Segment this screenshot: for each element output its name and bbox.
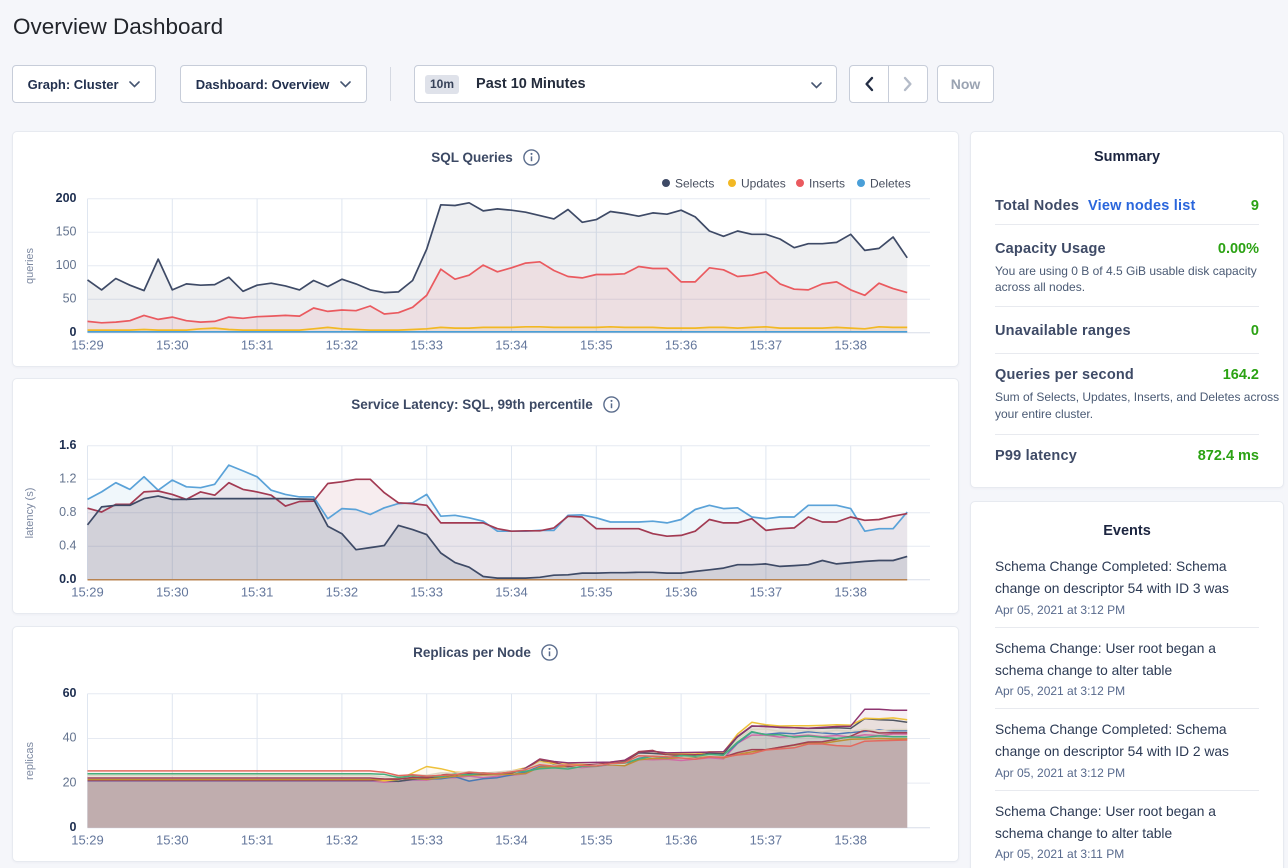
- svg-text:0.0: 0.0: [59, 572, 76, 586]
- svg-text:40: 40: [63, 731, 77, 745]
- svg-text:15:35: 15:35: [580, 833, 613, 848]
- svg-text:15:34: 15:34: [495, 585, 528, 600]
- svg-text:queries: queries: [24, 247, 36, 284]
- svg-text:15:33: 15:33: [410, 338, 443, 353]
- svg-text:15:29: 15:29: [71, 585, 104, 600]
- svg-text:15:31: 15:31: [241, 585, 274, 600]
- svg-text:15:37: 15:37: [750, 585, 783, 600]
- svg-text:15:38: 15:38: [834, 833, 867, 848]
- svg-text:latency (s): latency (s): [24, 488, 36, 539]
- svg-text:60: 60: [63, 686, 77, 700]
- svg-text:15:33: 15:33: [410, 585, 443, 600]
- svg-text:15:35: 15:35: [580, 338, 613, 353]
- svg-text:Updates: Updates: [741, 177, 786, 191]
- svg-text:20: 20: [63, 775, 77, 789]
- svg-text:15:29: 15:29: [71, 338, 104, 353]
- svg-text:15:32: 15:32: [326, 833, 359, 848]
- svg-text:0: 0: [70, 325, 77, 339]
- svg-text:15:32: 15:32: [326, 585, 359, 600]
- svg-text:1.2: 1.2: [59, 472, 76, 486]
- svg-text:15:36: 15:36: [665, 585, 698, 600]
- svg-text:50: 50: [63, 292, 77, 306]
- svg-text:15:30: 15:30: [156, 833, 189, 848]
- svg-text:15:38: 15:38: [834, 338, 867, 353]
- svg-text:15:29: 15:29: [71, 833, 104, 848]
- svg-text:15:38: 15:38: [834, 585, 867, 600]
- svg-text:Selects: Selects: [675, 177, 714, 191]
- svg-text:Deletes: Deletes: [870, 177, 911, 191]
- svg-text:15:36: 15:36: [665, 833, 698, 848]
- svg-text:15:33: 15:33: [410, 833, 443, 848]
- svg-text:0.4: 0.4: [59, 539, 76, 553]
- svg-text:0: 0: [70, 820, 77, 834]
- svg-text:15:37: 15:37: [750, 338, 783, 353]
- svg-text:15:31: 15:31: [241, 338, 274, 353]
- svg-text:15:34: 15:34: [495, 338, 528, 353]
- svg-text:15:35: 15:35: [580, 585, 613, 600]
- svg-text:15:37: 15:37: [750, 833, 783, 848]
- svg-text:1.6: 1.6: [59, 438, 76, 452]
- svg-text:100: 100: [56, 258, 77, 272]
- svg-text:200: 200: [56, 191, 77, 205]
- svg-text:15:30: 15:30: [156, 585, 189, 600]
- svg-text:0.8: 0.8: [59, 505, 76, 519]
- svg-text:Inserts: Inserts: [809, 177, 845, 191]
- svg-text:replicas: replicas: [24, 742, 36, 780]
- svg-text:15:34: 15:34: [495, 833, 528, 848]
- svg-text:150: 150: [56, 225, 77, 239]
- svg-text:15:31: 15:31: [241, 833, 274, 848]
- svg-text:15:32: 15:32: [326, 338, 359, 353]
- svg-text:15:36: 15:36: [665, 338, 698, 353]
- svg-text:15:30: 15:30: [156, 338, 189, 353]
